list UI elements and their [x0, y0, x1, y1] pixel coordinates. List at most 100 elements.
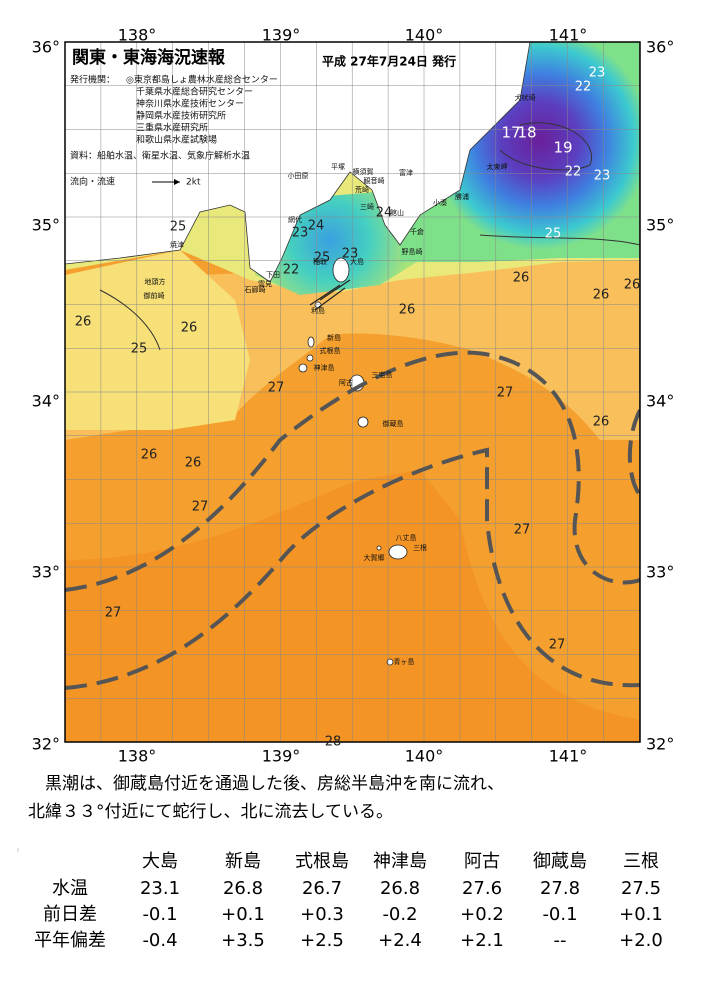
table-cell: 26.8 — [223, 878, 263, 899]
place-name: 勝浦 — [455, 192, 469, 201]
title: 関東・東海海況速報 — [72, 47, 226, 68]
isotherm-label: 19 — [553, 139, 572, 157]
table-cell: +2.5 — [300, 930, 344, 951]
table-cell: 27.6 — [462, 878, 502, 899]
island — [306, 354, 314, 362]
table-cell: +2.4 — [378, 930, 422, 951]
island — [386, 658, 394, 666]
table-cell: -- — [554, 930, 567, 951]
publisher: 神奈川県水産技術センター — [136, 98, 244, 110]
island — [388, 544, 408, 560]
legend-arrowhead — [174, 179, 180, 185]
place-name: 阿古 — [339, 378, 353, 387]
table-cell: -0.4 — [142, 930, 177, 951]
isotherm-label: 27 — [514, 523, 531, 538]
isotherm-label: 25 — [545, 227, 562, 242]
table-cell: +0.2 — [460, 904, 504, 925]
lat-label: 32° — [32, 735, 60, 754]
place-name: 野島崎 — [402, 247, 423, 256]
table-cell: -0.1 — [542, 904, 577, 925]
table-cell: 26.8 — [380, 878, 420, 899]
table-cell: 23.1 — [140, 878, 180, 899]
table-cell: 27.8 — [540, 878, 580, 899]
table-header: 新島 — [225, 851, 261, 872]
lat-label: 34° — [646, 392, 674, 411]
lat-label: 35° — [646, 216, 674, 235]
place-name: 下田 — [266, 271, 280, 279]
isotherm-label: 23 — [589, 66, 606, 81]
table-cell: 27.5 — [621, 878, 661, 899]
place-name: 青ヶ島 — [394, 657, 415, 666]
current-arrow — [309, 284, 341, 306]
place-name: 館山 — [390, 208, 404, 217]
place-name: 大賀郷 — [364, 553, 385, 562]
place-name: 荒崎 — [355, 185, 369, 194]
table-header: 阿古 — [464, 851, 500, 872]
current-arrow — [314, 287, 346, 311]
place-name: 三宅島 — [372, 370, 393, 379]
isotherm-label: 25 — [170, 220, 187, 235]
place-name: 八丈島 — [396, 533, 417, 542]
lat-label: 33° — [32, 563, 60, 582]
isotherm-label: 26 — [593, 415, 610, 430]
kuroshio-axis — [65, 350, 640, 592]
place-name: 焼津 — [170, 240, 184, 249]
place-name: 太東岬 — [487, 162, 508, 171]
place-name: 利島 — [311, 306, 325, 315]
table-cell: +0.1 — [221, 904, 265, 925]
land — [65, 42, 531, 283]
isotherm-label: 26 — [624, 278, 641, 293]
lon-label: 140° — [405, 747, 444, 766]
isotherm-label: 28 — [325, 735, 342, 750]
place-name: 大島 — [350, 257, 364, 266]
isotherm-label: 25 — [314, 251, 331, 266]
publisher: 和歌山県水産試験場 — [136, 134, 217, 146]
isotherm-label: 24 — [308, 219, 325, 234]
table-cell: -0.2 — [382, 904, 417, 925]
place-name: 三根 — [413, 543, 427, 552]
isotherm-label: 22 — [575, 80, 592, 95]
place-name: 網代 — [288, 215, 302, 224]
table-header: 神津島 — [373, 851, 427, 872]
table-header: 大島 — [142, 851, 178, 872]
lon-label: 141° — [549, 747, 588, 766]
table-cell: +0.1 — [619, 904, 663, 925]
kuroshio-edge — [65, 447, 640, 690]
lon-label: 138° — [118, 26, 157, 45]
summary: 黒潮は、御蔵島付近を通過した後、房総半島沖を南に流れ、 — [45, 774, 504, 794]
place-name: 三崎 — [360, 202, 374, 211]
place-name: 式根島 — [320, 346, 341, 355]
island — [332, 257, 350, 283]
isotherm — [99, 289, 161, 351]
isotherm-label: 23 — [342, 247, 359, 262]
place-name: 地頭方 — [145, 277, 166, 286]
place-name: 御前崎 — [144, 291, 165, 300]
place-name: 御蔵島 — [383, 419, 404, 428]
publisher-label: 発行機関： — [70, 74, 115, 86]
publisher: ◎東京都島しょ農林水産総合センター — [126, 74, 278, 86]
isotherm-label: 27 — [549, 638, 566, 653]
place-name: 新島 — [327, 333, 341, 342]
isotherm-label: 26 — [141, 448, 158, 463]
isotherm-label: 26 — [399, 303, 416, 318]
summary: 北緯３３°付近にて蛇行し、北に流去している。 — [28, 802, 393, 822]
table-header: 御蔵島 — [533, 851, 587, 872]
lat-label: 33° — [646, 563, 674, 582]
place-name: 横須賀 — [353, 167, 374, 176]
table-cell: -0.1 — [142, 904, 177, 925]
isotherm-label: 17 — [501, 124, 520, 142]
table-header: 式根島 — [295, 851, 349, 872]
kuroshio-edge — [627, 409, 640, 497]
place-name: 平塚 — [331, 162, 345, 171]
island — [298, 363, 308, 373]
lat-label: 35° — [32, 216, 60, 235]
isotherm-label: 23 — [292, 226, 309, 241]
isotherm-label: 27 — [105, 606, 122, 621]
isotherm-label: 18 — [517, 124, 536, 142]
lon-label: 139° — [262, 747, 301, 766]
table-cell: +3.5 — [221, 930, 265, 951]
lon-label: 140° — [405, 26, 444, 45]
island — [376, 545, 382, 551]
isotherm-label: 22 — [283, 263, 300, 278]
